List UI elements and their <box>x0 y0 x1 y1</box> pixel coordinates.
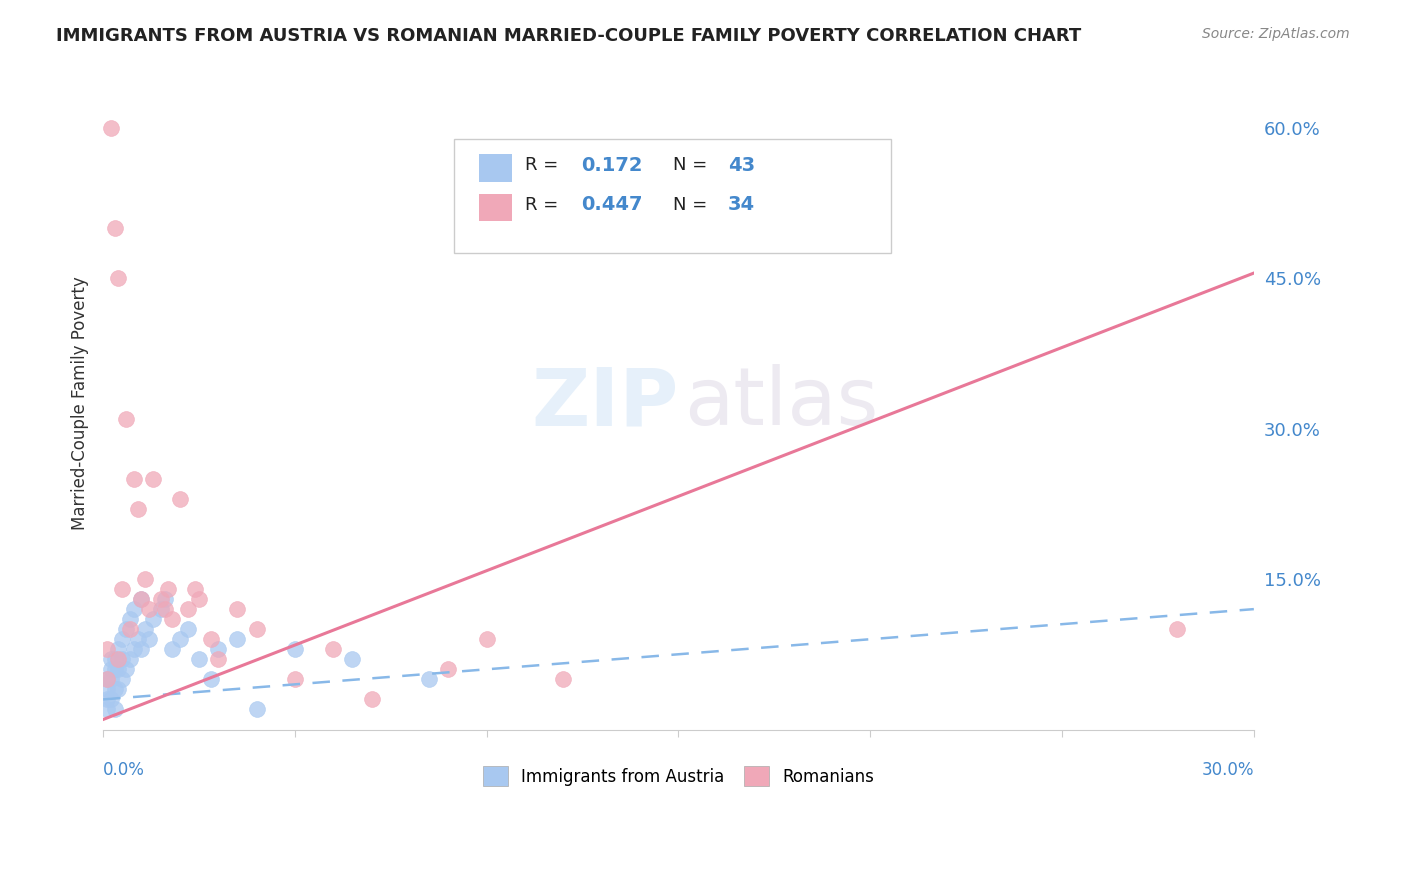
Text: ZIP: ZIP <box>531 365 679 442</box>
Point <box>131 642 153 657</box>
Point <box>245 622 267 636</box>
Point <box>107 642 129 657</box>
Point <box>131 592 153 607</box>
Text: 0.447: 0.447 <box>581 195 643 214</box>
Point <box>475 632 498 647</box>
Point <box>169 632 191 647</box>
Text: R =: R = <box>526 195 564 213</box>
Point <box>100 673 122 687</box>
Point <box>226 602 249 616</box>
Point <box>284 673 307 687</box>
Point <box>200 632 222 647</box>
Point <box>134 622 156 636</box>
Point <box>122 602 145 616</box>
Point <box>104 221 127 235</box>
FancyBboxPatch shape <box>479 194 512 221</box>
Point <box>169 491 191 506</box>
Point <box>104 662 127 676</box>
Point <box>160 642 183 657</box>
Point <box>104 682 127 697</box>
Point <box>107 652 129 666</box>
Point <box>122 472 145 486</box>
Text: N =: N = <box>672 195 713 213</box>
Point <box>142 472 165 486</box>
Point <box>153 592 176 607</box>
Point <box>96 642 118 657</box>
Point <box>127 501 149 516</box>
Text: 43: 43 <box>728 156 755 175</box>
Point <box>118 612 141 626</box>
Point <box>176 622 198 636</box>
Point <box>188 652 211 666</box>
FancyBboxPatch shape <box>479 154 512 182</box>
FancyBboxPatch shape <box>454 139 891 253</box>
Point <box>207 642 229 657</box>
Text: 30.0%: 30.0% <box>1201 761 1254 779</box>
Point <box>138 602 160 616</box>
Point <box>207 652 229 666</box>
Text: 34: 34 <box>728 195 755 214</box>
Point <box>100 652 122 666</box>
Point <box>115 662 138 676</box>
Point <box>418 673 440 687</box>
Point <box>360 692 382 706</box>
Text: Source: ZipAtlas.com: Source: ZipAtlas.com <box>1202 27 1350 41</box>
Point <box>111 582 134 596</box>
Point <box>104 702 127 716</box>
Point <box>100 120 122 135</box>
Point <box>322 642 344 657</box>
Point <box>184 582 207 596</box>
Point <box>107 682 129 697</box>
Point <box>96 702 118 716</box>
Point <box>100 692 122 706</box>
Point <box>1166 622 1188 636</box>
Point <box>115 622 138 636</box>
Point <box>107 662 129 676</box>
Point <box>111 673 134 687</box>
Point <box>134 572 156 586</box>
Point <box>245 702 267 716</box>
Point <box>284 642 307 657</box>
Point <box>157 582 180 596</box>
Point <box>153 602 176 616</box>
Point <box>122 642 145 657</box>
Text: N =: N = <box>672 156 713 175</box>
Point <box>131 592 153 607</box>
Point <box>176 602 198 616</box>
Point <box>118 652 141 666</box>
Text: R =: R = <box>526 156 564 175</box>
Legend: Immigrants from Austria, Romanians: Immigrants from Austria, Romanians <box>475 759 882 793</box>
Point <box>118 622 141 636</box>
Point <box>111 652 134 666</box>
Point <box>226 632 249 647</box>
Point <box>96 692 118 706</box>
Text: atlas: atlas <box>685 365 879 442</box>
Point <box>100 662 122 676</box>
Point <box>200 673 222 687</box>
Point <box>111 632 134 647</box>
Point <box>115 411 138 425</box>
Point <box>188 592 211 607</box>
Point <box>149 592 172 607</box>
Text: IMMIGRANTS FROM AUSTRIA VS ROMANIAN MARRIED-COUPLE FAMILY POVERTY CORRELATION CH: IMMIGRANTS FROM AUSTRIA VS ROMANIAN MARR… <box>56 27 1081 45</box>
Text: 0.0%: 0.0% <box>103 761 145 779</box>
Point <box>96 673 118 687</box>
Point <box>149 602 172 616</box>
Point <box>138 632 160 647</box>
Point <box>96 673 118 687</box>
Point <box>96 682 118 697</box>
Text: 0.172: 0.172 <box>581 156 643 175</box>
Point <box>127 632 149 647</box>
Point <box>437 662 460 676</box>
Point <box>553 673 575 687</box>
Point <box>342 652 364 666</box>
Point <box>142 612 165 626</box>
Point <box>107 271 129 285</box>
Point <box>104 652 127 666</box>
Point <box>160 612 183 626</box>
Y-axis label: Married-Couple Family Poverty: Married-Couple Family Poverty <box>72 277 89 531</box>
